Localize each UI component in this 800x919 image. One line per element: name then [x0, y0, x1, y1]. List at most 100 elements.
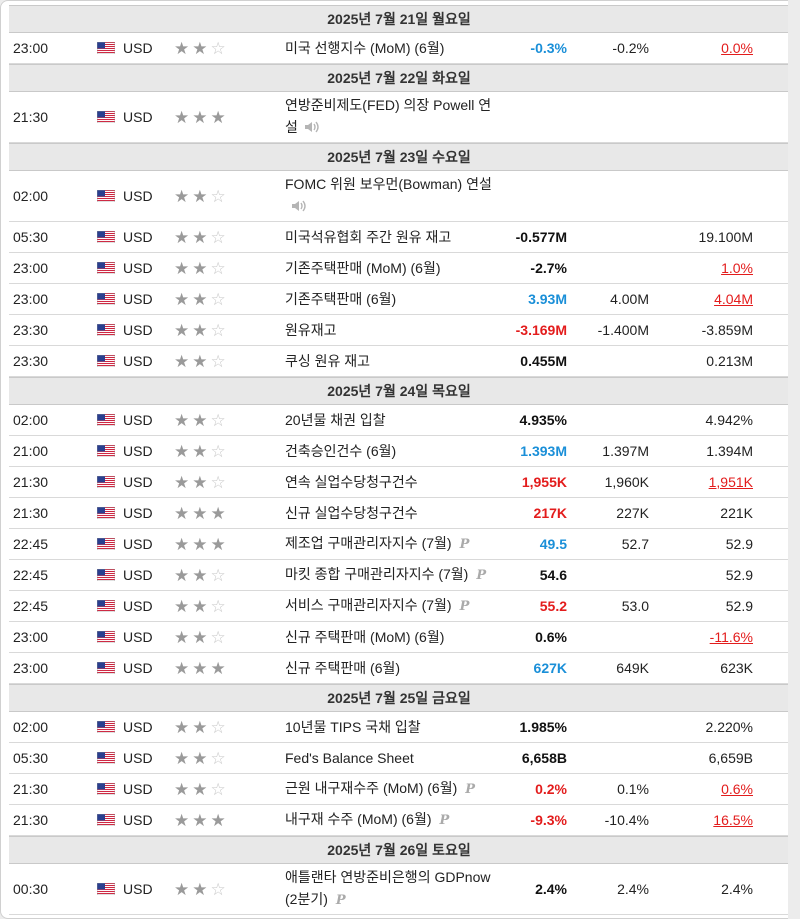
- event-row[interactable]: 23:00 USD ★ ★ ★ 신규 주택판매 (6월) 627K 649K 623K: [9, 653, 789, 684]
- previous-value-text[interactable]: 16.5%: [713, 812, 753, 828]
- event-row[interactable]: 21:30 USD ★ ★ ★ 내구재 수주 (MoM) (6월) P -9.3% -10.4%…: [9, 805, 789, 836]
- event-name[interactable]: 신규 주택판매 (6월): [285, 653, 500, 683]
- importance-stars: ★ ★ ☆: [174, 253, 244, 283]
- event-title[interactable]: 신규 주택판매 (MoM) (6월): [285, 629, 445, 645]
- event-name[interactable]: Fed's Balance Sheet: [285, 743, 500, 773]
- event-name-text[interactable]: 서비스 구매관리자지수 (7월) P: [285, 594, 469, 618]
- event-name-text[interactable]: FOMC 위원 보우먼(Bowman) 연설: [285, 173, 500, 218]
- event-row[interactable]: 22:45 USD ★ ★ ☆ 마킷 종합 구매관리자지수 (7월) P 54.6 52.9: [9, 560, 789, 591]
- event-row[interactable]: 21:30 USD ★ ★ ★ 연방준비제도(FED) 의장 Powell 연설: [9, 92, 789, 143]
- event-name-text[interactable]: 신규 주택판매 (MoM) (6월): [285, 626, 444, 648]
- event-name[interactable]: FOMC 위원 보우먼(Bowman) 연설: [285, 171, 500, 221]
- event-name[interactable]: 제조업 구매관리자지수 (7월) P: [285, 529, 500, 559]
- event-name[interactable]: 20년물 채권 입찰: [285, 405, 500, 435]
- event-title[interactable]: 기존주택판매 (MoM) (6월): [285, 260, 441, 276]
- scrollbar-track[interactable]: [788, 0, 800, 919]
- event-title[interactable]: Fed's Balance Sheet: [285, 750, 414, 766]
- event-name[interactable]: 쿠싱 원유 재고: [285, 346, 500, 376]
- event-title[interactable]: 미국석유협회 주간 원유 재고: [285, 229, 452, 245]
- event-name-text[interactable]: 근원 내구재수주 (MoM) (6월) P: [285, 777, 475, 801]
- event-name-text[interactable]: 쿠싱 원유 재고: [285, 350, 370, 372]
- event-name[interactable]: 근원 내구재수주 (MoM) (6월) P: [285, 774, 500, 804]
- event-time: 23:30: [13, 353, 49, 369]
- previous-value-text[interactable]: 0.0%: [721, 40, 753, 56]
- event-row[interactable]: 02:00 USD ★ ★ ☆ 10년물 TIPS 국채 입찰 1.985% 2.220%: [9, 712, 789, 743]
- event-name[interactable]: 내구재 수주 (MoM) (6월) P: [285, 805, 500, 835]
- event-name[interactable]: 연방준비제도(FED) 의장 Powell 연설: [285, 92, 500, 142]
- previous-value-text[interactable]: -11.6%: [709, 629, 753, 645]
- event-name[interactable]: 신규 주택판매 (MoM) (6월): [285, 622, 500, 652]
- forecast-value: [579, 622, 649, 652]
- event-title[interactable]: 20년물 채권 입찰: [285, 412, 386, 428]
- event-title[interactable]: 애틀랜타 연방준비은행의 GDPnow (2분기): [285, 869, 491, 907]
- event-row[interactable]: 23:30 USD ★ ★ ☆ 원유재고 -3.169M -1.400M -3.859M: [9, 315, 789, 346]
- event-title[interactable]: 원유재고: [285, 322, 337, 338]
- event-row[interactable]: 00:30 USD ★ ★ ☆ 애틀랜타 연방준비은행의 GDPnow (2분기) P 2.4…: [9, 864, 789, 915]
- event-title[interactable]: 연방준비제도(FED) 의장 Powell 연설: [285, 97, 492, 136]
- event-title[interactable]: 근원 내구재수주 (MoM) (6월): [285, 780, 458, 796]
- event-name[interactable]: 기존주택판매 (MoM) (6월): [285, 253, 500, 283]
- event-name[interactable]: 10년물 TIPS 국채 입찰: [285, 712, 500, 742]
- event-name-text[interactable]: 기존주택판매 (MoM) (6월): [285, 257, 440, 279]
- event-title[interactable]: FOMC 위원 보우먼(Bowman) 연설: [285, 176, 492, 193]
- event-name[interactable]: 서비스 구매관리자지수 (7월) P: [285, 591, 500, 621]
- event-title[interactable]: 건축승인건수 (6월): [285, 443, 397, 459]
- event-name-text[interactable]: 신규 실업수당청구건수: [285, 502, 418, 524]
- event-name-text[interactable]: 원유재고: [285, 319, 337, 341]
- event-name-text[interactable]: 연방준비제도(FED) 의장 Powell 연설: [285, 94, 500, 139]
- event-row[interactable]: 02:00 USD ★ ★ ☆ 20년물 채권 입찰 4.935% 4.942%: [9, 405, 789, 436]
- event-name[interactable]: 신규 실업수당청구건수: [285, 498, 500, 528]
- event-name-text[interactable]: 애틀랜타 연방준비은행의 GDPnow (2분기) P: [285, 866, 500, 912]
- event-title[interactable]: 연속 실업수당청구건수: [285, 474, 418, 490]
- event-row[interactable]: 23:30 USD ★ ★ ☆ 쿠싱 원유 재고 0.455M 0.213M: [9, 346, 789, 377]
- previous-value-text[interactable]: 1.0%: [721, 260, 753, 276]
- event-title[interactable]: 서비스 구매관리자지수 (7월): [285, 597, 452, 613]
- event-row[interactable]: 21:30 USD ★ ★ ★ 신규 실업수당청구건수 217K 227K 221K: [9, 498, 789, 529]
- event-row[interactable]: 02:00 USD ★ ★ ☆ FOMC 위원 보우먼(Bowman) 연설: [9, 171, 789, 222]
- event-row[interactable]: 23:00 USD ★ ★ ☆ 기존주택판매 (6월) 3.93M 4.00M 4.04M: [9, 284, 789, 315]
- event-name[interactable]: 미국석유협회 주간 원유 재고: [285, 222, 500, 252]
- event-row[interactable]: 23:00 USD ★ ★ ☆ 미국 선행지수 (MoM) (6월) -0.3% -0.2% 0…: [9, 33, 789, 64]
- event-name[interactable]: 마킷 종합 구매관리자지수 (7월) P: [285, 560, 500, 590]
- event-name-text[interactable]: 신규 주택판매 (6월): [285, 657, 400, 679]
- event-row[interactable]: 05:30 USD ★ ★ ☆ Fed's Balance Sheet 6,658B 6,65…: [9, 743, 789, 774]
- event-row[interactable]: 23:00 USD ★ ★ ☆ 기존주택판매 (MoM) (6월) -2.7% 1.0%: [9, 253, 789, 284]
- event-title[interactable]: 신규 실업수당청구건수: [285, 505, 418, 521]
- event-title[interactable]: 내구재 수주 (MoM) (6월): [285, 811, 432, 827]
- event-row[interactable]: 21:30 USD ★ ★ ☆ 근원 내구재수주 (MoM) (6월) P 0.2% 0.1% 0…: [9, 774, 789, 805]
- event-name-text[interactable]: 기존주택판매 (6월): [285, 288, 396, 310]
- event-name-text[interactable]: 내구재 수주 (MoM) (6월) P: [285, 808, 449, 832]
- event-name[interactable]: 애틀랜타 연방준비은행의 GDPnow (2분기) P: [285, 864, 500, 914]
- event-title[interactable]: 신규 주택판매 (6월): [285, 660, 401, 676]
- event-name-text[interactable]: 미국석유협회 주간 원유 재고: [285, 226, 451, 248]
- previous-value-text[interactable]: 1,951K: [708, 474, 753, 490]
- previous-value-text[interactable]: 0.6%: [721, 781, 753, 797]
- event-row[interactable]: 05:30 USD ★ ★ ☆ 미국석유협회 주간 원유 재고 -0.577M 19.100M: [9, 222, 789, 253]
- event-name[interactable]: 건축승인건수 (6월): [285, 436, 500, 466]
- previous-value-text[interactable]: 4.04M: [714, 291, 753, 307]
- event-row[interactable]: 21:00 USD ★ ★ ☆ 건축승인건수 (6월) 1.393M 1.397M 1.394M: [9, 436, 789, 467]
- star-empty-icon: ☆: [210, 289, 226, 309]
- event-name[interactable]: 원유재고: [285, 315, 500, 345]
- event-row[interactable]: 21:30 USD ★ ★ ☆ 연속 실업수당청구건수 1,955K 1,960K 1,951K: [9, 467, 789, 498]
- event-name[interactable]: 미국 선행지수 (MoM) (6월): [285, 33, 500, 63]
- event-row[interactable]: 23:00 USD ★ ★ ☆ 신규 주택판매 (MoM) (6월) 0.6% -11.6%: [9, 622, 789, 653]
- event-name-text[interactable]: 제조업 구매관리자지수 (7월) P: [285, 532, 469, 556]
- event-title[interactable]: 마킷 종합 구매관리자지수 (7월): [285, 566, 469, 582]
- event-row[interactable]: 22:45 USD ★ ★ ★ 제조업 구매관리자지수 (7월) P 49.5 52.7 52.9: [9, 529, 789, 560]
- event-title[interactable]: 미국 선행지수 (MoM) (6월): [285, 40, 445, 56]
- event-title[interactable]: 기존주택판매 (6월): [285, 291, 397, 307]
- event-name-text[interactable]: Fed's Balance Sheet: [285, 747, 414, 769]
- event-name[interactable]: 기존주택판매 (6월): [285, 284, 500, 314]
- event-name-text[interactable]: 미국 선행지수 (MoM) (6월): [285, 37, 444, 59]
- event-name-text[interactable]: 10년물 TIPS 국채 입찰: [285, 716, 421, 738]
- event-name[interactable]: 연속 실업수당청구건수: [285, 467, 500, 497]
- event-name-text[interactable]: 20년물 채권 입찰: [285, 409, 386, 431]
- event-title[interactable]: 쿠싱 원유 재고: [285, 353, 371, 369]
- event-title[interactable]: 10년물 TIPS 국채 입찰: [285, 719, 421, 735]
- event-name-text[interactable]: 건축승인건수 (6월): [285, 440, 396, 462]
- event-title[interactable]: 제조업 구매관리자지수 (7월): [285, 535, 452, 551]
- event-row[interactable]: 22:45 USD ★ ★ ☆ 서비스 구매관리자지수 (7월) P 55.2 53.0 52.9: [9, 591, 789, 622]
- event-name-text[interactable]: 연속 실업수당청구건수: [285, 471, 418, 493]
- event-name-text[interactable]: 마킷 종합 구매관리자지수 (7월) P: [285, 563, 486, 587]
